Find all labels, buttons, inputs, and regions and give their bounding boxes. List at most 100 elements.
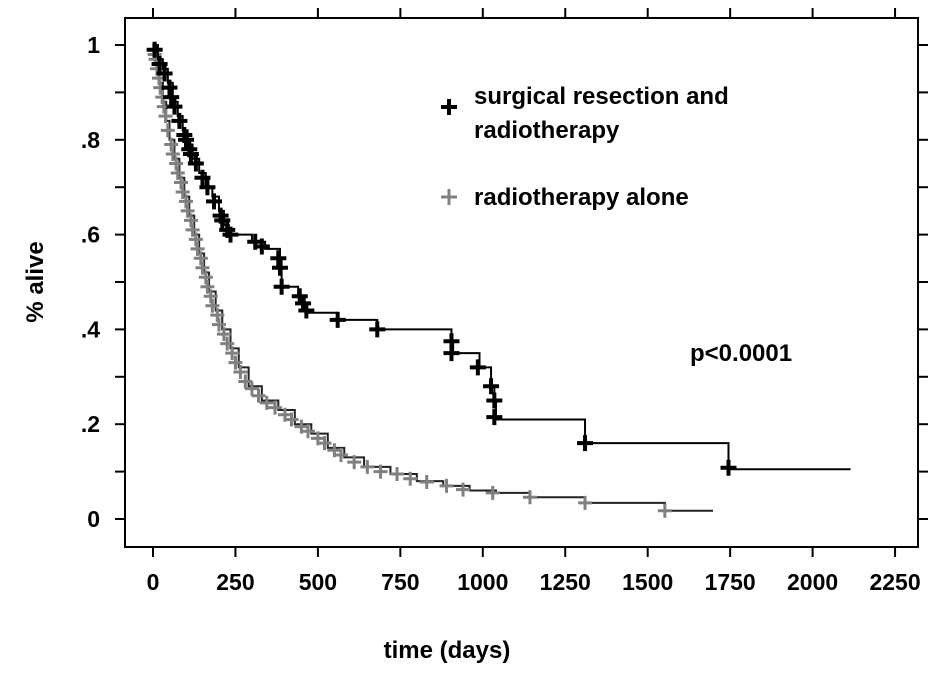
censor-mark	[271, 259, 288, 276]
censor-mark	[486, 392, 503, 409]
censor-mark	[251, 388, 266, 403]
censor-mark	[198, 270, 213, 285]
legend-label-radiotherapy: radiotherapy alone	[474, 184, 689, 211]
censor-mark	[180, 203, 195, 218]
series-radiotherapy-alone	[146, 42, 713, 518]
y-tick-label: .6	[81, 222, 100, 248]
censor-mark	[199, 179, 216, 196]
censor-mark	[259, 395, 274, 410]
x-tick-label: 2250	[869, 569, 920, 595]
legend-label-surgical-line2: radiotherapy	[474, 117, 620, 144]
censor-mark	[298, 302, 315, 319]
legend-label-surgical-line1: surgical resection and	[474, 83, 729, 110]
censor-mark	[317, 436, 332, 451]
censor-mark	[175, 184, 190, 199]
censor-mark	[720, 459, 737, 476]
censor-mark	[390, 466, 405, 481]
y-tick-label: .8	[81, 127, 100, 153]
p-value-annotation: p<0.0001	[690, 340, 792, 367]
x-axis-label: time (days)	[384, 637, 511, 664]
censor-mark	[486, 409, 503, 426]
censor-mark	[244, 381, 259, 396]
x-tick-label: 250	[216, 569, 254, 595]
censor-mark	[174, 175, 189, 190]
legend: surgical resection and radiotherapy radi…	[441, 83, 729, 211]
censor-mark	[578, 495, 593, 510]
x-tick-label: 500	[299, 569, 337, 595]
censor-mark	[439, 478, 454, 493]
censor-mark	[200, 279, 215, 294]
censor-mark	[193, 251, 208, 266]
censor-mark	[273, 278, 290, 295]
censor-mark	[187, 155, 204, 172]
censor-mark	[657, 503, 672, 518]
x-tick-label: 1000	[457, 569, 508, 595]
censor-mark	[206, 193, 223, 210]
censor-mark	[164, 137, 179, 152]
x-tick-label: 1500	[622, 569, 673, 595]
x-tick-label: 2000	[787, 569, 838, 595]
y-tick-label: 1	[87, 32, 100, 58]
legend-marker-surgical	[441, 99, 457, 115]
legend-marker-radiotherapy	[441, 189, 457, 205]
survival-curves	[146, 41, 851, 518]
censor-mark	[203, 289, 218, 304]
censor-mark	[211, 317, 226, 332]
y-axis-label: % alive	[22, 241, 49, 322]
censor-mark	[577, 435, 594, 452]
censor-mark	[205, 298, 220, 313]
censor-mark	[156, 65, 173, 82]
censor-mark	[185, 222, 200, 237]
censor-mark	[177, 131, 194, 148]
censor-mark	[178, 194, 193, 209]
y-tick-label: 0	[87, 506, 100, 532]
censor-mark	[469, 359, 486, 376]
censor-mark	[158, 109, 173, 124]
censor-mark	[194, 169, 211, 186]
censor-mark	[222, 226, 239, 243]
censor-mark	[151, 55, 168, 72]
censor-mark	[238, 374, 253, 389]
censor-mark	[233, 365, 248, 380]
censor-mark	[347, 455, 362, 470]
censor-mark	[360, 459, 375, 474]
censor-mark	[214, 212, 231, 229]
censor-mark	[301, 424, 316, 439]
censor-mark	[210, 308, 225, 323]
censor-mark	[165, 147, 180, 162]
censor-mark	[456, 482, 471, 497]
censor-mark	[483, 378, 500, 395]
censor-mark	[216, 327, 231, 342]
x-tick-label: 750	[381, 569, 419, 595]
censor-mark	[522, 490, 537, 505]
x-tick-label: 1250	[540, 569, 591, 595]
censor-mark	[403, 471, 418, 486]
censor-mark	[183, 213, 198, 228]
censor-mark	[182, 146, 199, 163]
censor-mark	[253, 238, 270, 255]
censor-mark	[268, 400, 283, 415]
censor-mark	[228, 355, 243, 370]
censor-mark	[160, 123, 175, 138]
series-surgical-resection-and-radiotherapy	[146, 41, 851, 476]
censor-mark	[333, 448, 348, 463]
y-tick-label: .4	[81, 316, 100, 342]
censor-mark	[146, 41, 163, 58]
x-tick-label: 1750	[705, 569, 756, 595]
censor-mark	[329, 311, 346, 328]
censor-mark	[169, 156, 184, 171]
censor-mark	[369, 321, 386, 338]
censor-mark	[195, 260, 210, 275]
y-tick-label: .2	[81, 411, 100, 437]
survival-step-line	[153, 44, 713, 512]
censor-mark	[443, 345, 460, 362]
censor-mark	[166, 98, 183, 115]
censor-mark	[419, 475, 434, 490]
x-tick-label: 0	[147, 569, 160, 595]
censor-mark	[220, 336, 235, 351]
censor-mark	[188, 232, 203, 247]
censor-mark	[225, 346, 240, 361]
censor-mark	[170, 165, 185, 180]
censor-mark	[190, 241, 205, 256]
